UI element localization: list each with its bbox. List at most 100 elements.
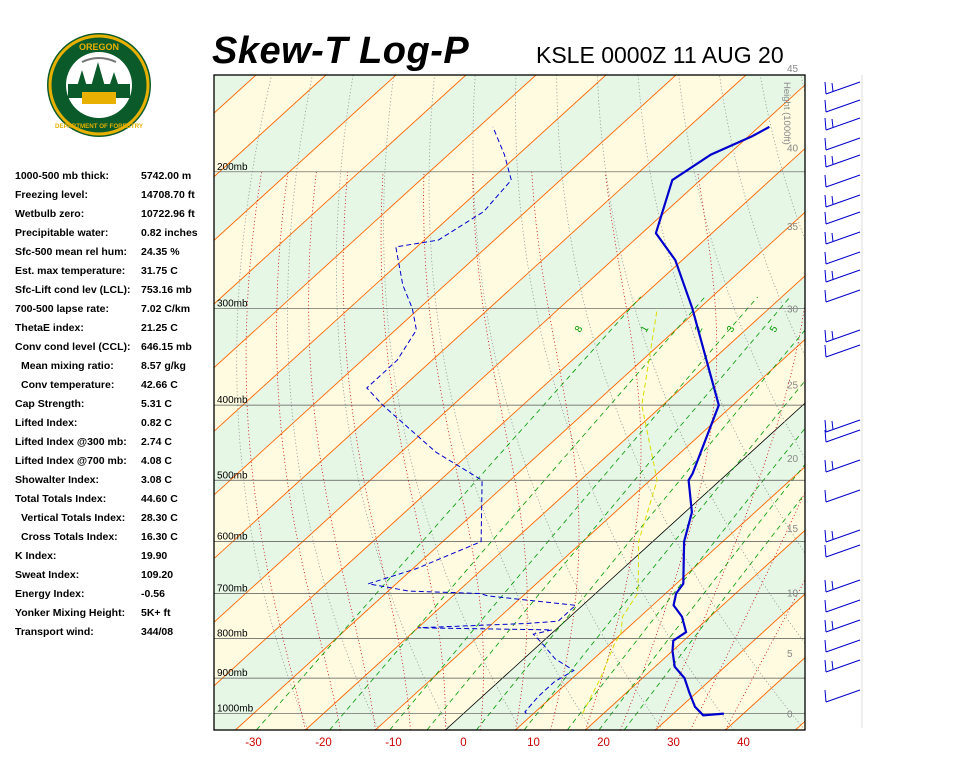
wind-barb (824, 459, 861, 473)
stat-row: Showalter Index: 3.08 C (15, 472, 215, 491)
stat-label: Sfc-500 mean rel hum: (15, 246, 128, 258)
mixing-ratio-line (523, 380, 805, 730)
moist-adiabat-line (531, 171, 580, 730)
pressure-label: 600mb (217, 532, 248, 543)
stat-label: 1000-500 mb thick: (15, 170, 109, 182)
wind-barb (824, 579, 861, 593)
stat-row: Est. max temperature: 31.75 C (15, 263, 215, 282)
dewpoint-trace (366, 126, 577, 714)
wind-barb (824, 329, 861, 343)
height-tick-label: 20 (787, 454, 799, 465)
stat-label: Vertical Totals Index: (21, 512, 126, 524)
isotherm-line (865, 75, 960, 730)
isotherm-line (305, 275, 805, 730)
oregon-forestry-logo: OREGON DEPARTMENT OF FORESTRY (47, 33, 151, 137)
mixing-ratio-label: 2 (693, 324, 706, 335)
stat-row: 1000-500 mb thick: 5742.00 m (15, 168, 215, 187)
pressure-label: 200mb (217, 162, 248, 173)
stat-label: K Index: (15, 550, 57, 562)
x-tick-label: 10 (527, 737, 540, 749)
stat-value: 4.08 C (141, 455, 172, 467)
x-tick-label: -10 (385, 737, 402, 749)
stat-row: Cap Strength: 5.31 C (15, 396, 215, 415)
stat-label: Conv temperature: (21, 379, 115, 391)
stat-row: Freezing level: 14708.70 ft (15, 187, 215, 206)
wind-barb (824, 489, 861, 503)
mixing-ratio-line (476, 329, 805, 730)
isotherm-line (795, 720, 805, 730)
pressure-label: 700mb (217, 584, 248, 595)
mixing-ratio-line (256, 296, 641, 730)
stat-row: Conv cond level (CCL): 646.15 mb (15, 339, 215, 358)
height-tick-label: 35 (787, 222, 799, 233)
wind-barb (824, 81, 861, 95)
stat-label: Conv cond level (CCL): (15, 341, 131, 353)
isotherm-line (214, 75, 397, 242)
wind-barb (824, 659, 861, 673)
mixing-ratio-label: 1 (639, 324, 652, 335)
moist-adiabat-line (585, 171, 642, 730)
stat-label: Lifted Index @700 mb: (15, 455, 127, 467)
wind-barb (824, 599, 861, 613)
mixing-ratio-line (566, 427, 805, 730)
x-tick-label: 30 (667, 737, 680, 749)
height-tick-label: 5 (787, 649, 793, 660)
wind-barb (824, 99, 861, 113)
moist-adiabat-line (655, 300, 805, 730)
sounding-indices-list: 1000-500 mb thick: 5742.00 m Freezing leve… (15, 168, 215, 643)
stat-value: 8.57 g/kg (141, 360, 186, 372)
stat-value: 2.74 C (141, 436, 172, 448)
chart-title: Skew-T Log-P (212, 30, 470, 72)
height-tick-label: 15 (787, 524, 799, 535)
stat-label: Cap Strength: (15, 398, 85, 410)
stat-label: Showalter Index: (15, 474, 100, 486)
moist-adiabat-line (620, 171, 718, 730)
stat-value: 7.02 C/km (141, 303, 191, 315)
stat-label: Freezing level: (15, 189, 88, 201)
isotherm-line (214, 84, 805, 623)
pressure-label: 500mb (217, 470, 248, 481)
height-tick-label: 40 (787, 143, 799, 154)
stat-row: Mean mixing ratio: 8.57 g/kg (15, 358, 215, 377)
stat-row: Transport wind: 344/08 (15, 624, 215, 643)
stat-label: Cross Totals Index: (21, 531, 118, 543)
wind-barb (824, 429, 861, 443)
stat-value: 24.35 % (141, 246, 180, 258)
moist-adiabat-line (472, 171, 528, 730)
wind-barbs (824, 75, 863, 728)
mixing-ratio-label: 8 (573, 324, 586, 335)
stat-label: 700-500 lapse rate: (15, 303, 109, 315)
isotherm-line (0, 75, 186, 730)
stat-row: Yonker Mixing Height: 5K+ ft (15, 605, 215, 624)
isotherm-line (214, 75, 607, 432)
stat-value: 0.82 C (141, 417, 172, 429)
dry-adiabat-line (800, 75, 805, 95)
x-tick-label: -30 (245, 737, 262, 749)
plot-frame (213, 74, 806, 731)
svg-text:OREGON: OREGON (79, 42, 119, 52)
stat-label: Yonker Mixing Height: (15, 607, 126, 619)
wind-barb (824, 231, 861, 245)
wind-barb (824, 269, 861, 283)
wind-barb (824, 639, 861, 653)
dry-adiabat-line (842, 75, 960, 730)
stat-value: 44.60 C (141, 493, 178, 505)
stat-row: Sfc-Lift cond lev (LCL): 753.16 mb (15, 282, 215, 301)
mixing-ratio-line (329, 296, 706, 730)
stat-label: Sfc-Lift cond lev (LCL): (15, 284, 131, 296)
x-tick-label: 0 (460, 737, 466, 749)
stat-row: 700-500 lapse rate: 7.02 C/km (15, 301, 215, 320)
height-tick-label: 30 (787, 304, 799, 315)
mixing-ratio-line (426, 296, 791, 730)
plot-grid (0, 75, 960, 730)
wind-barb (824, 289, 861, 303)
mixing-ratio-line (623, 492, 805, 730)
wetbulb-trace (582, 308, 658, 714)
wind-barb (824, 419, 861, 433)
isotherm-line (375, 338, 805, 730)
wind-barb (824, 137, 861, 151)
stat-row: Conv temperature: 42.66 C (15, 377, 215, 396)
moist-adiabat-line (276, 171, 341, 730)
stat-row: Cross Totals Index: 16.30 C (15, 529, 215, 548)
isotherm-line (214, 147, 805, 687)
